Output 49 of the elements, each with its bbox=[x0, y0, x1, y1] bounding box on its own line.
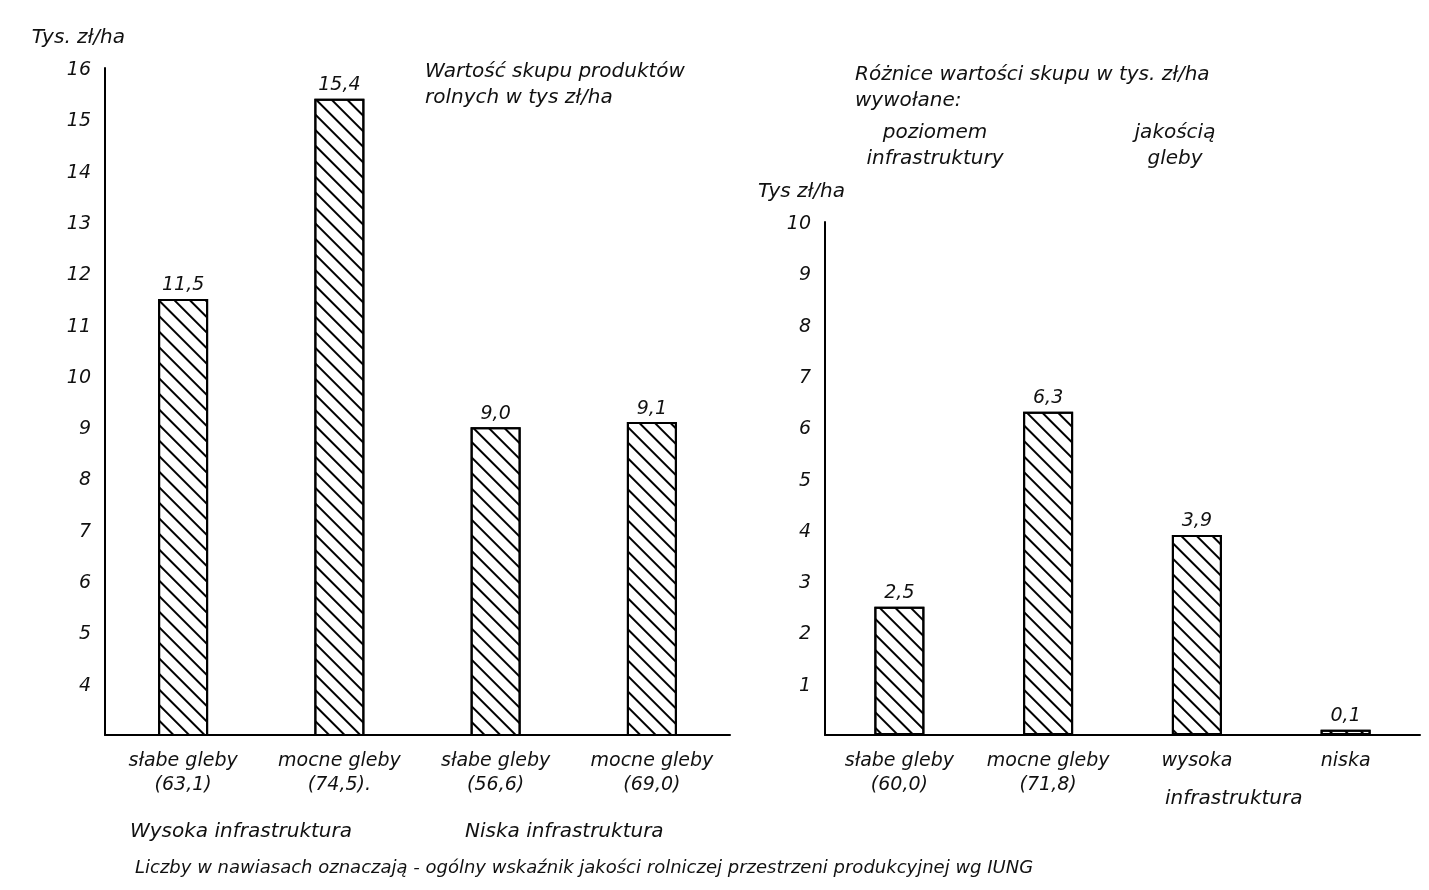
text: Niska infrastruktura bbox=[465, 818, 664, 842]
y-tick-label: 1 bbox=[798, 672, 811, 695]
y-axis-title: Tys zł/ha bbox=[757, 178, 845, 202]
y-tick-label: 2 bbox=[798, 621, 811, 644]
x-tick-label: mocne gleby (74,5). bbox=[278, 748, 402, 794]
y-tick-label: 8 bbox=[78, 467, 91, 490]
y-tick-label: 3 bbox=[798, 570, 811, 593]
y-tick-label: 7 bbox=[78, 518, 91, 541]
x-tick-label: słabe gleby (60,0) bbox=[844, 748, 955, 794]
text: Wysoka infrastruktura bbox=[130, 818, 352, 842]
y-tick-label: 9 bbox=[78, 416, 91, 439]
y-tick-label: 6 bbox=[798, 416, 811, 439]
text: jakością gleby bbox=[1131, 118, 1217, 170]
y-tick-label: 11 bbox=[66, 313, 91, 336]
x-tick-label: słabe gleby (63,1) bbox=[128, 748, 239, 794]
x-tick-label: wysoka bbox=[1161, 748, 1233, 770]
text: infrastruktura bbox=[1165, 785, 1303, 809]
y-tick-label: 5 bbox=[798, 467, 811, 490]
text: poziomem infrastruktury bbox=[865, 118, 1005, 170]
text: Liczby w nawiasach oznaczają - ogólny wskaźnik jakości rolniczej przestrzeni produkcyjnej wg IUNG bbox=[135, 856, 1034, 877]
y-tick-label: 5 bbox=[78, 621, 91, 644]
data-label: 6,3 bbox=[1033, 385, 1064, 408]
y-tick-label: 4 bbox=[78, 672, 91, 695]
data-label: 0,1 bbox=[1330, 703, 1361, 726]
y-tick-label: 12 bbox=[66, 262, 91, 285]
y-tick-label: 10 bbox=[66, 364, 91, 387]
data-label: 11,5 bbox=[161, 272, 205, 295]
y-tick-label: 8 bbox=[798, 313, 811, 336]
y-tick-label: 10 bbox=[786, 211, 811, 233]
data-label: 9,1 bbox=[636, 395, 667, 418]
data-label: 2,5 bbox=[884, 580, 915, 603]
data-label: 3,9 bbox=[1181, 508, 1212, 531]
data-label: 9,0 bbox=[480, 400, 511, 423]
y-tick-label: 7 bbox=[798, 364, 811, 387]
y-tick-label: 6 bbox=[78, 570, 91, 593]
x-tick-label: mocne gleby (69,0) bbox=[590, 748, 714, 794]
x-tick-label: niska bbox=[1320, 748, 1371, 770]
y-tick-label: 15 bbox=[66, 108, 91, 131]
x-tick-label: mocne gleby (71,8) bbox=[986, 748, 1111, 794]
y-tick-label: 9 bbox=[798, 262, 811, 285]
y-tick-label: 16 bbox=[66, 57, 91, 79]
x-tick-label: słabe gleby (56,6) bbox=[441, 748, 551, 794]
y-axis-title: Tys. zł/ha bbox=[31, 24, 125, 48]
data-label: 15,4 bbox=[318, 72, 361, 95]
chart-title: Różnice wartości skupu w tys. zł/ha wywołane: bbox=[855, 61, 1216, 111]
chart-title: Wartość skupu produktów rolnych w tys zł/ha bbox=[425, 58, 692, 108]
y-tick-label: 14 bbox=[66, 159, 91, 182]
y-tick-label: 13 bbox=[66, 210, 91, 233]
y-tick-label: 4 bbox=[798, 518, 811, 541]
